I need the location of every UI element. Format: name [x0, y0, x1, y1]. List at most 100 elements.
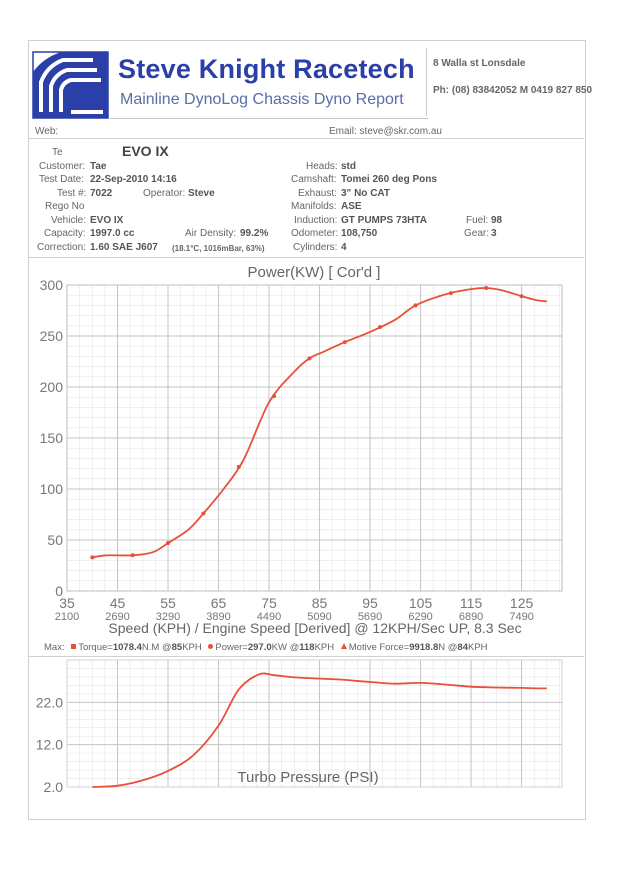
report-subtitle: Mainline DynoLog Chassis Dyno Report [120, 91, 404, 108]
power-curve-marker [130, 553, 135, 558]
power-curve-marker [413, 303, 418, 308]
power-x-rpm-label: 3290 [156, 611, 180, 623]
power-x-rpm-label: 6890 [459, 611, 483, 623]
fuel-label: Fuel: [466, 215, 489, 226]
power-curve-marker [236, 464, 241, 469]
power-y-tick-label: 300 [40, 277, 64, 293]
odometer-label: Odometer: [291, 228, 339, 239]
manifolds-label: Manifolds: [291, 201, 337, 212]
induction-value: GT PUMPS 73HTA [341, 215, 427, 226]
gear-value: 3 [491, 228, 497, 239]
power-curve-marker [90, 555, 95, 560]
capacity-value: 1997.0 cc [90, 228, 135, 239]
test-date-value: 22-Sep-2010 14:16 [90, 174, 177, 185]
max-torque-value: 1078.4 [112, 642, 142, 653]
web-label: Web: [35, 126, 59, 137]
max-torque-speed: 85 [171, 642, 183, 653]
power-x-rpm-label: 5690 [358, 611, 382, 623]
power-curve-marker [201, 511, 206, 516]
test-date-label: Test Date: [39, 174, 85, 185]
power-x-tick-label: 55 [160, 595, 176, 611]
power-x-tick-label: 75 [261, 595, 277, 611]
heads-label: Heads: [306, 161, 338, 172]
power-curve-marker [448, 291, 453, 296]
power-marker-icon [208, 644, 214, 649]
odometer-value: 108,750 [341, 228, 378, 239]
max-label: Max: [44, 642, 65, 653]
power-y-tick-label: 200 [40, 379, 64, 395]
air-density-label: Air Density: [185, 228, 237, 239]
company-phone: Ph: (08) 83842052 M 0419 827 850 [433, 85, 592, 96]
vehicle-title: EVO IX [122, 143, 169, 159]
vehicle-title-label: Te [52, 147, 63, 158]
rego-label: Rego No [45, 201, 85, 212]
turbo-curve-line [92, 672, 547, 788]
power-chart-title: Power(KW) [ Cor'd ] [248, 264, 381, 281]
power-x-rpm-label: 2100 [55, 611, 79, 623]
torque-marker-icon [71, 644, 77, 649]
max-power-speed: 118 [299, 642, 315, 653]
logo-emblem-icon [32, 51, 109, 119]
force-marker-icon [340, 643, 347, 649]
power-x-rpm-label: 2690 [105, 611, 129, 623]
max-force-speed: 84 [457, 642, 468, 653]
max-power-value: 297.0 [247, 642, 272, 653]
exhaust-value: 3" No CAT [341, 188, 390, 199]
power-y-tick-label: 250 [40, 328, 64, 344]
capacity-label: Capacity: [44, 228, 86, 239]
customer-value: Tae [90, 161, 107, 172]
power-y-tick-label: 0 [55, 583, 63, 599]
power-curve-marker [272, 394, 277, 399]
power-curve-marker [519, 294, 524, 299]
power-curve-marker [307, 356, 312, 361]
test-number-value: 7022 [90, 188, 113, 199]
power-curve-marker [484, 286, 489, 291]
test-number-label: Test #: [57, 188, 87, 199]
power-curve-marker [166, 541, 171, 546]
power-x-tick-label: 95 [362, 595, 378, 611]
correction-label: Correction: [37, 242, 86, 253]
max-divider [28, 656, 584, 657]
max-force-value: 9918.8 [409, 642, 439, 653]
power-curve-marker [378, 325, 383, 330]
email-address: Email: steve@skr.com.au [329, 126, 442, 137]
power-x-rpm-label: 6290 [408, 611, 432, 623]
header-divider-vertical [426, 48, 427, 116]
power-y-tick-label: 50 [47, 532, 63, 548]
speed-axis-label: Speed (KPH) / Engine Speed [Derived] @ 1… [108, 620, 521, 636]
power-x-tick-label: 35 [59, 595, 75, 611]
power-x-rpm-label: 5090 [307, 611, 331, 623]
power-y-tick-label: 100 [40, 481, 64, 497]
vehicle-label: Vehicle: [51, 215, 87, 226]
operator-value: Steve [188, 188, 215, 199]
company-name: Steve Knight Racetech [118, 54, 415, 84]
power-curve-marker [342, 340, 347, 345]
operator-label: Operator: [143, 188, 186, 199]
power-x-tick-label: 65 [211, 595, 227, 611]
power-x-tick-label: 125 [510, 595, 534, 611]
camshaft-value: Tomei 260 deg Pons [341, 174, 437, 185]
power-x-tick-label: 105 [409, 595, 433, 611]
induction-label: Induction: [294, 215, 338, 226]
correction-value: 1.60 SAE J607 [90, 242, 158, 253]
power-x-tick-label: 85 [312, 595, 328, 611]
turbo-plot-area [66, 659, 563, 788]
power-x-rpm-label: 7490 [509, 611, 533, 623]
cylinders-label: Cylinders: [293, 242, 338, 253]
heads-value: std [341, 161, 356, 172]
report-sheet [28, 40, 586, 820]
cylinders-value: 4 [341, 242, 347, 253]
details-divider-bottom [28, 257, 584, 258]
power-x-tick-label: 115 [460, 595, 483, 611]
header-divider-horizontal [110, 118, 428, 119]
vehicle-value: EVO IX [90, 215, 124, 226]
power-plot-area [66, 284, 563, 592]
customer-label: Customer: [39, 161, 86, 172]
turbo-y-tick-label: 2.0 [44, 779, 64, 795]
manifolds-value: ASE [341, 201, 362, 212]
company-address: 8 Walla st Lonsdale [433, 58, 526, 69]
correction-conditions: (18.1°C, 1016mBar, 63%) [172, 244, 265, 253]
air-density-value: 99.2% [240, 228, 269, 239]
camshaft-label: Camshaft: [291, 174, 337, 185]
turbo-chart-title: Turbo Pressure (PSI) [237, 769, 378, 786]
